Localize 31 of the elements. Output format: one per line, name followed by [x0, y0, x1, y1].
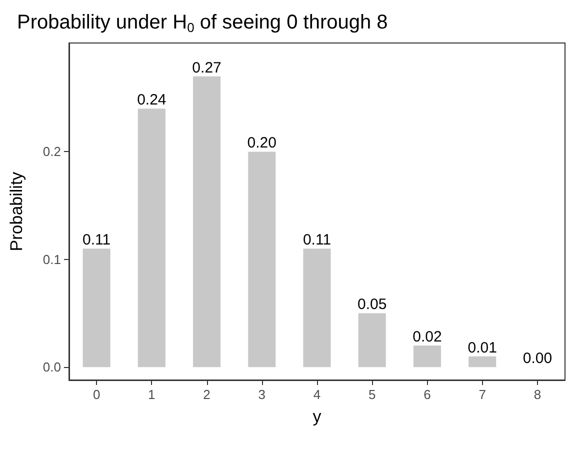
data-label: 0.00 [522, 350, 552, 368]
x-tick-label: 6 [424, 387, 431, 402]
data-label: 0.05 [358, 296, 387, 314]
data-label: 0.11 [82, 232, 111, 249]
bar [303, 248, 331, 368]
y-tick-label: 0.2 [42, 144, 61, 160]
bar [248, 152, 276, 368]
x-tick-label: 4 [313, 387, 321, 402]
bar [138, 108, 166, 368]
x-axis-title: y [312, 407, 322, 426]
x-tick-label: 8 [534, 387, 542, 402]
bar [358, 313, 386, 368]
data-label: 0.24 [137, 92, 166, 109]
data-label: 0.27 [192, 59, 222, 76]
x-tick-label: 3 [258, 387, 266, 402]
x-tick-label: 7 [478, 387, 486, 402]
y-axis-title: Probability [7, 171, 26, 252]
bar [468, 356, 496, 368]
bar [413, 346, 441, 368]
y-tick-label: 0.0 [42, 360, 61, 375]
x-tick-label: 2 [203, 387, 210, 402]
y-tick-label: 0.1 [42, 252, 61, 267]
data-label: 0.02 [412, 328, 442, 346]
bar [82, 248, 110, 368]
bar [193, 76, 221, 368]
data-label: 0.20 [247, 134, 276, 152]
x-tick-label: 1 [148, 387, 156, 402]
data-label: 0.11 [302, 232, 332, 249]
x-tick-label: 0 [92, 387, 100, 402]
data-label: 0.01 [468, 339, 497, 356]
x-tick-label: 5 [368, 387, 376, 402]
